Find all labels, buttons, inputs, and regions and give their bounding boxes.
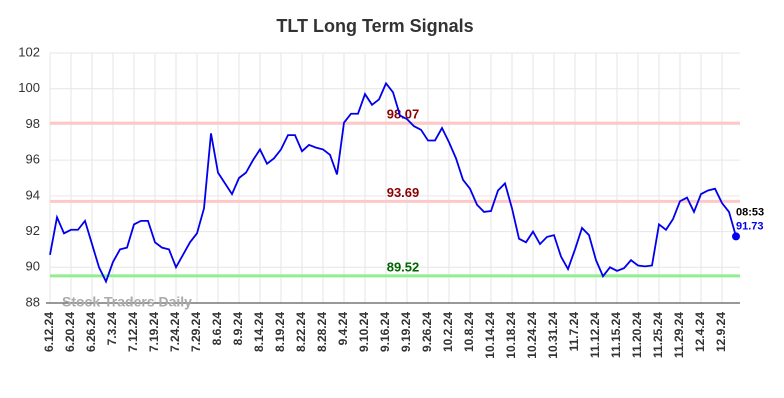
y-tick-label: 98 [26,116,40,131]
x-tick-label: 11.25.24 [651,312,665,358]
signal-label: 89.52 [387,259,420,274]
x-tick-label: 9.26.24 [420,312,434,352]
x-tick-label: 8.28.24 [315,312,329,352]
x-tick-label: 6.26.24 [84,312,98,352]
x-tick-label: 11.20.24 [630,312,644,358]
y-tick-label: 92 [26,223,40,238]
signal-label: 98.07 [387,107,420,122]
x-tick-label: 9.16.24 [378,312,392,352]
x-tick-label: 10.18.24 [504,312,518,359]
x-tick-label: 11.15.24 [609,312,623,358]
x-tick-label: 11.12.24 [588,312,602,358]
x-tick-label: 12.4.24 [693,312,707,352]
y-tick-label: 94 [26,187,40,202]
x-tick-label: 8.9.24 [231,312,245,346]
last-value: 91.73 [736,220,764,232]
x-tick-label: 6.12.24 [42,312,56,352]
x-tick-label: 10.8.24 [462,312,476,352]
x-tick-label: 11.29.24 [672,312,686,358]
last-point [732,232,740,241]
y-tick-label: 102 [18,44,40,59]
x-tick-label: 9.4.24 [336,312,350,346]
x-tick-label: 7.3.24 [105,312,119,346]
x-tick-label: 11.7.24 [567,312,581,352]
chart-title: TLT Long Term Signals [276,16,473,36]
x-tick-label: 7.19.24 [147,312,161,352]
x-tick-label: 8.14.24 [252,312,266,352]
x-tick-label: 7.12.24 [126,312,140,352]
price-line [49,81,737,284]
x-tick-label: 10.2.24 [441,312,455,352]
y-tick-label: 96 [26,152,40,167]
signal-label: 93.69 [387,185,420,200]
x-tick-label: 12.9.24 [714,312,728,352]
y-tick-label: 90 [26,259,40,274]
x-tick-label: 8.22.24 [294,312,308,352]
x-tick-label: 8.6.24 [210,312,224,346]
x-tick-label: 10.24.24 [525,312,539,359]
last-time: 08:53 [736,206,764,218]
watermark: Stock Traders Daily [62,294,192,310]
x-tick-label: 9.10.24 [357,312,371,352]
x-tick-label: 10.14.24 [483,312,497,359]
y-tick-label: 100 [18,80,40,95]
x-tick-label: 8.19.24 [273,312,287,352]
y-tick-label: 88 [26,294,40,309]
x-tick-label: 9.19.24 [399,312,413,352]
x-tick-label: 6.20.24 [63,312,77,352]
x-tick-label: 10.31.24 [546,312,560,359]
x-tick-label: 7.24.24 [168,312,182,352]
x-tick-label: 7.29.24 [189,312,203,352]
